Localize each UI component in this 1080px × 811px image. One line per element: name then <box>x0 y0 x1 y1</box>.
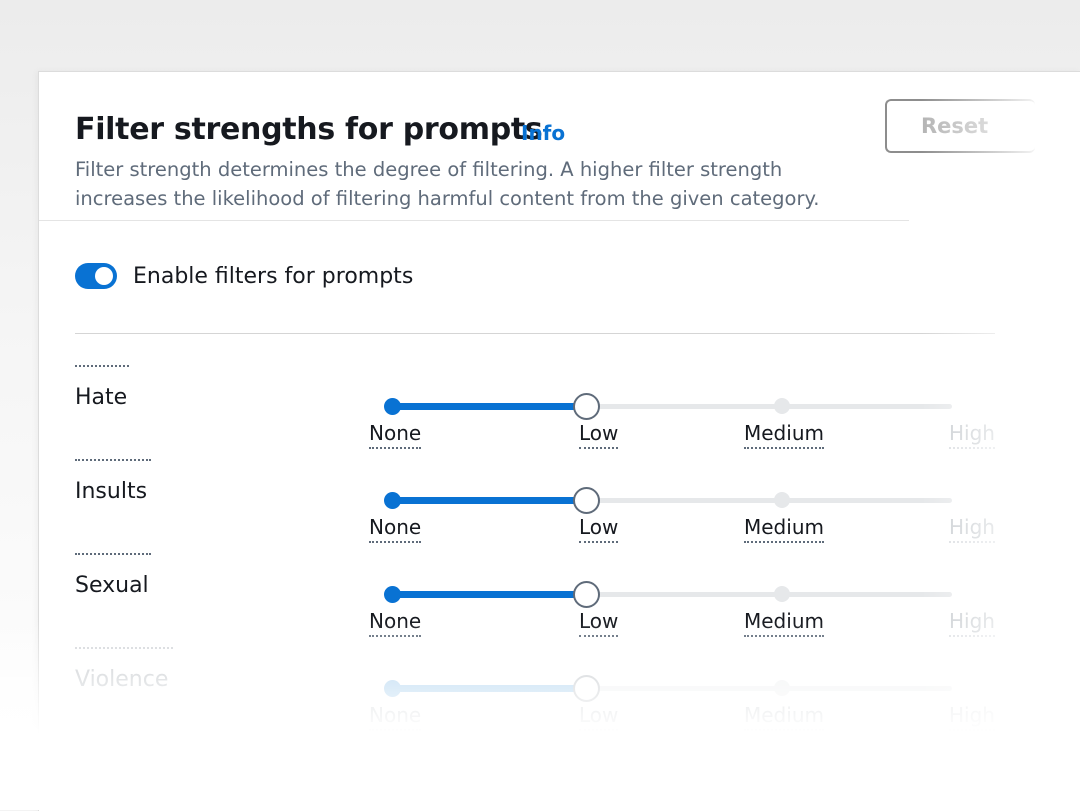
level-label-medium[interactable]: Medium <box>744 515 824 543</box>
info-link[interactable]: Info <box>521 121 566 145</box>
filter-strengths-panel: Filter strengths for prompts Info Filter… <box>38 71 1080 811</box>
slider-start-dot <box>384 586 401 603</box>
category-underline <box>75 365 129 367</box>
slider-fill <box>392 497 587 504</box>
panel-description: Filter strength determines the degree of… <box>75 158 820 210</box>
category-label: Violence <box>75 667 169 692</box>
level-label-none[interactable]: None <box>369 421 422 449</box>
slider-track[interactable] <box>392 592 952 597</box>
slider-start-dot <box>384 680 401 697</box>
level-label-medium[interactable]: Medium <box>744 421 824 449</box>
slider-thumb[interactable] <box>573 393 600 420</box>
reset-button[interactable]: Reset <box>885 99 1035 153</box>
level-label-medium[interactable]: Medium <box>744 609 824 637</box>
slider-thumb[interactable] <box>573 581 600 608</box>
slider-track[interactable] <box>392 498 952 503</box>
enable-filters-label: Enable filters for prompts <box>133 263 414 289</box>
level-label-none[interactable]: None <box>369 515 422 543</box>
level-label-high[interactable]: High <box>949 703 995 731</box>
slider-tick-medium <box>774 586 790 602</box>
slider-tick-medium <box>774 680 790 696</box>
level-label-high[interactable]: High <box>949 421 995 449</box>
level-label-low[interactable]: Low <box>579 609 619 637</box>
filter-row-violence: Violence None Low Medium High <box>39 647 1080 737</box>
level-label-medium[interactable]: Medium <box>744 703 824 731</box>
panel-header: Filter strengths for prompts Info Filter… <box>39 72 1035 221</box>
filter-row-hate: Hate None Low Medium High <box>39 365 1080 455</box>
category-underline <box>75 459 151 461</box>
slider-tick-medium <box>774 398 790 414</box>
slider-track[interactable] <box>392 404 952 409</box>
category-label: Sexual <box>75 573 149 598</box>
level-label-low[interactable]: Low <box>579 703 619 731</box>
slider-thumb[interactable] <box>573 487 600 514</box>
slider-fill <box>392 591 587 598</box>
filter-row-insults: Insults None Low Medium High <box>39 459 1080 549</box>
category-label: Hate <box>75 385 128 410</box>
slider-fill <box>392 685 587 692</box>
filter-row-sexual: Sexual None Low Medium High <box>39 553 1080 643</box>
slider-tick-medium <box>774 492 790 508</box>
level-label-none[interactable]: None <box>369 609 422 637</box>
toggle-knob <box>95 267 113 285</box>
divider <box>75 333 995 334</box>
slider-start-dot <box>384 492 401 509</box>
category-underline <box>75 553 151 555</box>
enable-filters-toggle-row: Enable filters for prompts <box>75 258 413 294</box>
level-label-low[interactable]: Low <box>579 515 619 543</box>
panel-title: Filter strengths for prompts <box>75 112 543 147</box>
level-label-high[interactable]: High <box>949 515 995 543</box>
category-underline <box>75 647 173 649</box>
level-label-low[interactable]: Low <box>579 421 619 449</box>
level-label-none[interactable]: None <box>369 703 422 731</box>
slider-fill <box>392 403 587 410</box>
slider-start-dot <box>384 398 401 415</box>
category-label: Insults <box>75 479 148 504</box>
enable-filters-toggle[interactable] <box>75 263 117 289</box>
slider-thumb[interactable] <box>573 675 600 702</box>
level-label-high[interactable]: High <box>949 609 995 637</box>
